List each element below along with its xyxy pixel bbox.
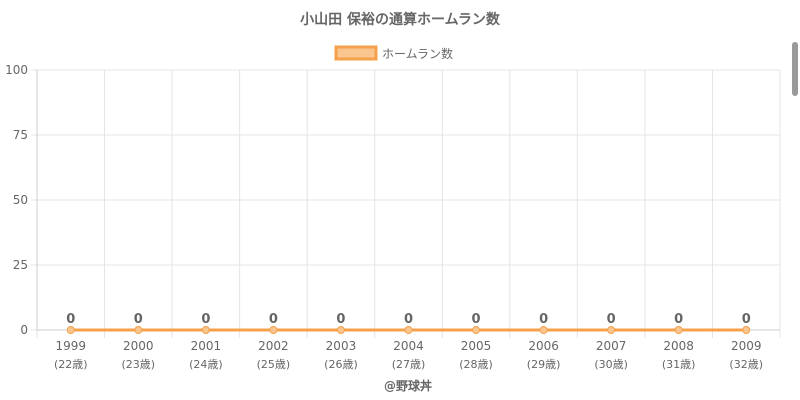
credit-label: @野球丼 (384, 378, 432, 393)
data-label: 0 (336, 312, 345, 327)
data-label: 0 (66, 312, 75, 327)
data-label: 0 (674, 312, 683, 327)
x-tick-label: 2007 (596, 339, 627, 353)
data-point[interactable] (201, 326, 210, 334)
scrollbar-thumb[interactable] (792, 42, 798, 96)
x-tick-label: 2002 (258, 339, 289, 353)
chart-title: 小山田 保裕の通算ホームラン数 (300, 11, 501, 28)
x-tick-age-label: (22歳) (54, 358, 88, 371)
legend-swatch (334, 45, 378, 61)
x-tick-label: 2003 (326, 339, 357, 353)
x-tick-age-label: (24歳) (189, 358, 223, 371)
x-tick-age-label: (30歳) (594, 358, 628, 371)
x-tick-age-label: (29歳) (527, 358, 561, 371)
x-tick-label: 2001 (191, 339, 222, 353)
x-tick-age-label: (25歳) (257, 358, 291, 371)
legend-label: ホームラン数 (382, 46, 453, 61)
y-tick-label: 25 (13, 258, 28, 272)
data-point[interactable] (742, 326, 751, 334)
data-point[interactable] (472, 326, 481, 334)
data-point[interactable] (539, 326, 548, 334)
y-tick-label: 100 (5, 63, 28, 77)
x-tick-age-label: (31歳) (662, 358, 696, 371)
data-label: 0 (539, 312, 548, 327)
data-label: 0 (742, 312, 751, 327)
data-labels: 0 0 0 0 0 0 0 0 0 0 0 (66, 312, 751, 327)
x-tick-age-label: (28歳) (459, 358, 493, 371)
data-label: 0 (404, 312, 413, 327)
x-tick-age-label: (26歳) (324, 358, 358, 371)
data-label: 0 (472, 312, 481, 327)
data-point[interactable] (336, 326, 345, 334)
x-tick-label: 1999 (55, 339, 86, 353)
data-label: 0 (134, 312, 143, 327)
y-axis-ticks: 0 25 50 75 100 (5, 63, 28, 337)
data-point[interactable] (269, 326, 278, 334)
x-axis-ticks: 1999 (22歳) 2000 (23歳) 2001 (24歳) 2002 (25歳) 2003… (54, 339, 763, 371)
grid-lines (31, 69, 781, 338)
data-label: 0 (607, 312, 616, 327)
data-label: 0 (201, 312, 210, 327)
data-point[interactable] (404, 326, 413, 334)
x-tick-label: 2004 (393, 339, 424, 353)
legend[interactable]: ホームラン数 (334, 45, 453, 61)
x-tick-label: 2005 (461, 339, 492, 353)
series-home-runs (66, 326, 751, 334)
x-tick-age-label: (23歳) (122, 358, 156, 371)
x-tick-label: 2000 (123, 339, 154, 353)
y-tick-label: 0 (20, 323, 28, 337)
data-label: 0 (269, 312, 278, 327)
x-tick-age-label: (27歳) (392, 358, 426, 371)
data-point[interactable] (607, 326, 616, 334)
data-point[interactable] (66, 326, 75, 334)
data-point[interactable] (134, 326, 143, 334)
x-tick-label: 2008 (663, 339, 694, 353)
x-tick-age-label: (32歳) (729, 358, 763, 371)
x-tick-label: 2009 (731, 339, 762, 353)
data-point[interactable] (674, 326, 683, 334)
y-tick-label: 75 (13, 128, 28, 142)
x-tick-label: 2006 (528, 339, 559, 353)
y-tick-label: 50 (13, 193, 28, 207)
